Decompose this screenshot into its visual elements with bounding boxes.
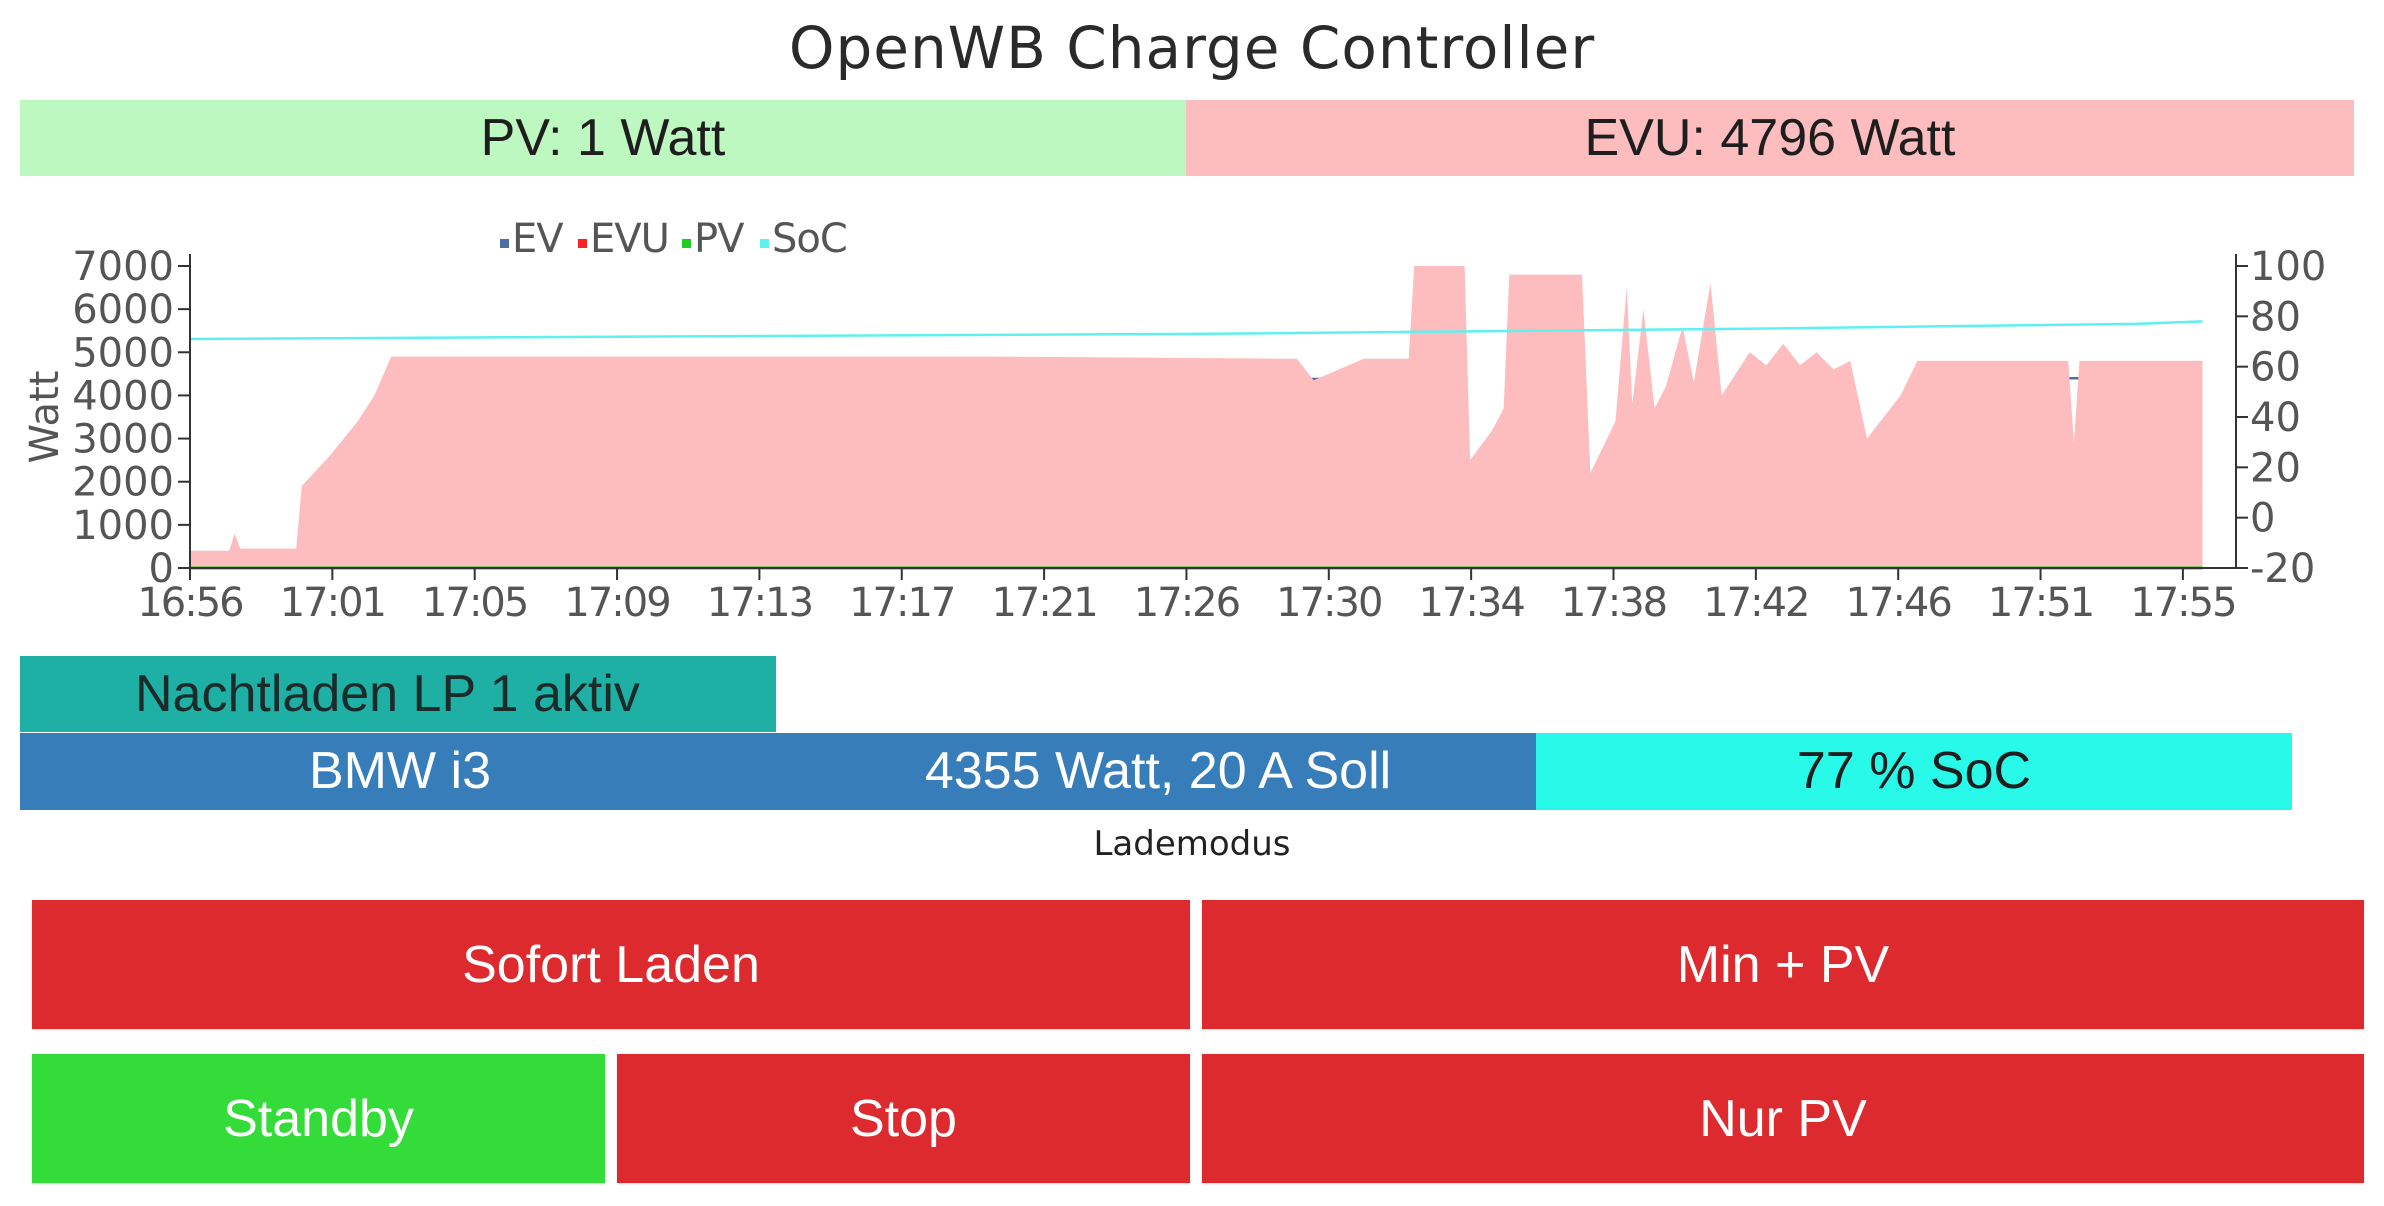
y-tick-label-right: 60 [2250, 345, 2301, 391]
sofort-laden-button[interactable]: Sofort Laden [32, 900, 1190, 1029]
x-tick-label: 17:30 [1276, 580, 1381, 626]
stop-button[interactable]: Stop [617, 1054, 1190, 1183]
chargepoint-soc: 77 % SoC [1536, 733, 2292, 810]
legend-swatch-evu [578, 239, 587, 248]
standby-button[interactable]: Standby [32, 1054, 605, 1183]
y-tick-label-right: 0 [2250, 496, 2275, 542]
power-chart-container: 0 1000 2000 3000 4000 5000 6000 7000 -20 0 20 40 60 8… [0, 190, 2384, 640]
y-tick-label-right: 80 [2250, 294, 2301, 340]
nur-pv-button[interactable]: Nur PV [1202, 1054, 2364, 1183]
charge-mode-label: Lademodus [1093, 824, 1291, 864]
page-title: OpenWB Charge Controller [788, 14, 1596, 82]
y-tick-label-left: 5000 [72, 330, 174, 376]
y-tick-label-left: 7000 [72, 244, 174, 290]
power-chart: 01000200030004000500060007000-2002040608… [22, 216, 2326, 626]
x-tick-label: 17:38 [1561, 580, 1666, 626]
legend-label-evu: EVU [590, 216, 669, 262]
y-tick-label-right: 100 [2250, 244, 2326, 290]
x-tick-label: 17:01 [280, 580, 385, 626]
x-tick-label: 17:13 [707, 580, 812, 626]
legend-label-pv: PV [694, 216, 745, 262]
y-tick-label-left: 0 [149, 546, 174, 592]
chargepoint-info: BMW i3 4355 Watt, 20 A Soll [20, 733, 1536, 810]
series-evu-area [190, 266, 2203, 568]
y-axis-label: Watt [22, 371, 68, 464]
x-tick-label: 17:55 [2130, 580, 2235, 626]
evu-status-bar: EVU: 4796 Watt [1186, 100, 2354, 176]
x-tick-label: 17:17 [849, 580, 954, 626]
y-tick-label-left: 1000 [72, 503, 174, 549]
y-tick-label-right: -20 [2250, 546, 2315, 592]
chargepoint-row: BMW i3 4355 Watt, 20 A Soll 77 % SoC [20, 733, 2292, 810]
y-tick-label-left: 3000 [72, 417, 174, 463]
x-tick-label: 17:09 [564, 580, 669, 626]
x-tick-label: 17:51 [1988, 580, 2093, 626]
y-tick-label-right: 20 [2250, 445, 2301, 491]
pv-status-bar: PV: 1 Watt [20, 100, 1186, 176]
legend-label-soc: SoC [772, 216, 847, 262]
x-tick-label: 17:05 [422, 580, 527, 626]
night-charge-status: Nachtladen LP 1 aktiv [20, 656, 776, 732]
legend-label-ev: EV [512, 216, 564, 262]
x-tick-label: 17:46 [1846, 580, 1951, 626]
y-tick-label-left: 4000 [72, 373, 174, 419]
chargepoint-vehicle-name: BMW i3 [309, 742, 491, 800]
series-soc-line [189, 320, 2203, 341]
x-tick-label: 17:34 [1419, 580, 1525, 626]
y-tick-label-right: 40 [2250, 395, 2301, 441]
min-pv-button[interactable]: Min + PV [1202, 900, 2364, 1029]
x-tick-label: 16:56 [137, 580, 242, 626]
legend-swatch-soc [760, 239, 769, 248]
x-tick-label: 17:21 [991, 580, 1096, 626]
y-tick-label-left: 2000 [72, 460, 174, 506]
legend-swatch-pv [682, 239, 691, 248]
y-tick-label-left: 6000 [72, 287, 174, 333]
legend-swatch-ev [500, 239, 509, 248]
x-tick-label: 17:26 [1134, 580, 1239, 626]
x-tick-label: 17:42 [1703, 580, 1808, 626]
chargepoint-power: 4355 Watt, 20 A Soll [924, 742, 1392, 800]
